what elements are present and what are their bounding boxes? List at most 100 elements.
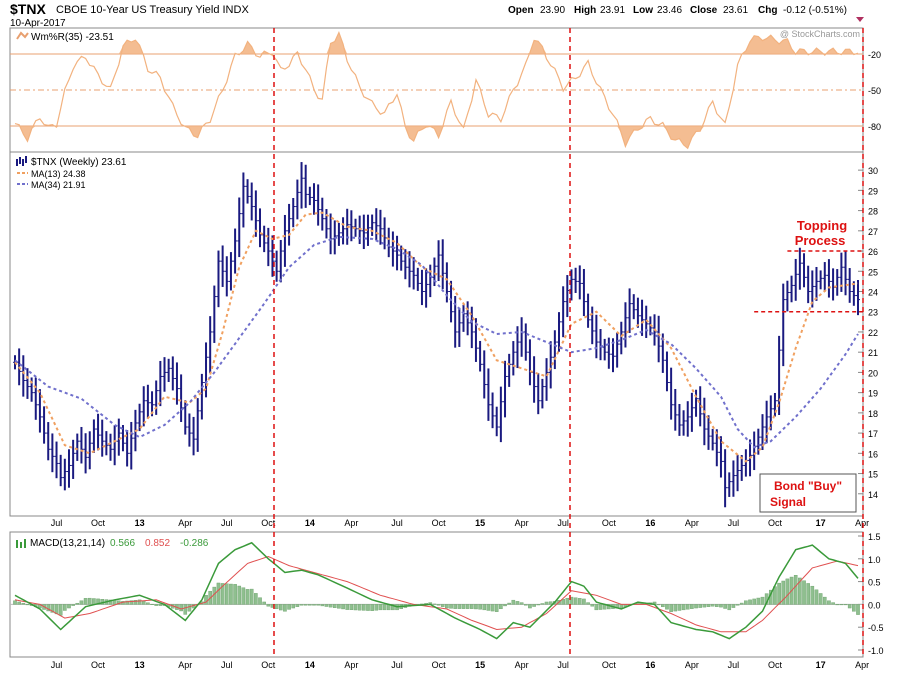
macd-histogram-bar bbox=[366, 604, 370, 611]
price-x-label: 17 bbox=[816, 518, 826, 528]
price-x-label: Apr bbox=[344, 518, 358, 528]
macd-histogram-bar bbox=[303, 604, 308, 606]
macd-y-label: -1.0 bbox=[868, 646, 884, 656]
macd-histogram-bar bbox=[391, 604, 395, 611]
macd-y-label: 1.5 bbox=[868, 532, 881, 542]
macd-histogram-bar bbox=[262, 601, 266, 605]
macd-x-label: Oct bbox=[91, 660, 106, 670]
macd-histogram-bar bbox=[254, 593, 258, 605]
macd-histogram-bar bbox=[523, 604, 528, 606]
price-y-label: 15 bbox=[868, 470, 878, 480]
macd-histogram-bar bbox=[798, 577, 802, 605]
macd-histogram-bar bbox=[598, 604, 603, 610]
macd-histogram-bar bbox=[810, 585, 815, 605]
macd-histogram-bar bbox=[266, 604, 271, 607]
wmr-overbought-fill bbox=[15, 32, 858, 54]
macd-histogram-bar bbox=[702, 604, 707, 608]
macd-x-label: 14 bbox=[305, 660, 315, 670]
macd-histogram-bar bbox=[665, 604, 669, 610]
macd-histogram-bar bbox=[739, 602, 744, 605]
macd-x-label: Apr bbox=[344, 660, 358, 670]
macd-histogram-bar bbox=[835, 604, 840, 606]
macd-histogram-bar bbox=[690, 604, 694, 609]
macd-histogram-bar bbox=[852, 604, 856, 612]
signal-value: 0.852 bbox=[145, 538, 170, 549]
macd-histogram-bar bbox=[569, 596, 574, 605]
macd-histogram-bar bbox=[756, 597, 761, 605]
macd-y-label: -0.5 bbox=[868, 623, 884, 633]
macd-histogram-bar bbox=[748, 599, 752, 605]
macd-histogram-bar bbox=[536, 604, 541, 606]
topping-annotation-line1: Topping bbox=[797, 218, 847, 233]
macd-histogram-bar bbox=[698, 604, 702, 608]
price-y-label: 18 bbox=[868, 409, 878, 419]
macd-histogram-bar bbox=[619, 604, 624, 609]
macd-histogram-bar bbox=[125, 600, 129, 605]
macd-histogram-bar bbox=[661, 604, 665, 608]
watermark: @ StockCharts.com bbox=[780, 29, 860, 39]
macd-histogram-bar bbox=[362, 604, 366, 611]
macd-histogram-bar bbox=[13, 600, 17, 605]
macd-histogram-bar bbox=[793, 575, 798, 605]
chg-value: -0.12 (-0.51%) bbox=[783, 5, 847, 16]
macd-histogram-bar bbox=[287, 604, 291, 610]
macd-histogram-bar bbox=[332, 604, 337, 608]
topping-annotation-line2: Process bbox=[795, 233, 846, 248]
macd-histogram-bar bbox=[295, 604, 300, 607]
price-y-label: 21 bbox=[868, 348, 878, 358]
macd-x-label: Apr bbox=[515, 660, 529, 670]
macd-histogram-bar bbox=[777, 582, 781, 605]
histogram-value: -0.286 bbox=[180, 538, 209, 549]
price-y-label: 28 bbox=[868, 207, 878, 217]
index-name: CBOE 10-Year US Treasury Yield INDX bbox=[56, 4, 249, 16]
macd-histogram-bar bbox=[677, 604, 682, 611]
price-x-label: Jul bbox=[221, 518, 233, 528]
macd-histogram-bar bbox=[461, 604, 466, 609]
macd-histogram-bar bbox=[324, 604, 329, 607]
macd-histogram-bar bbox=[507, 602, 511, 605]
bond-signal-box bbox=[759, 473, 857, 513]
price-y-label: 20 bbox=[868, 368, 878, 378]
macd-histogram-bar bbox=[299, 604, 304, 606]
macd-histogram-bar bbox=[839, 604, 844, 606]
macd-histogram-bar bbox=[337, 604, 341, 609]
macd-histogram-bar bbox=[445, 604, 449, 609]
macd-histogram-bar bbox=[818, 593, 823, 605]
macd-x-label: Apr bbox=[178, 660, 192, 670]
macd-histogram-bar bbox=[669, 604, 673, 612]
low-label: Low bbox=[633, 5, 653, 16]
macd-panel bbox=[9, 531, 864, 658]
macd-histogram-bar bbox=[847, 604, 852, 609]
macd-histogram-bar bbox=[856, 604, 860, 615]
price-x-label: Jul bbox=[51, 518, 63, 528]
macd-histogram-bar bbox=[83, 598, 88, 605]
macd-histogram-bar bbox=[308, 604, 312, 606]
price-x-label: Apr bbox=[855, 518, 869, 528]
macd-histogram-bar bbox=[349, 604, 354, 611]
price-x-label: 16 bbox=[645, 518, 655, 528]
price-y-label: 19 bbox=[868, 389, 878, 399]
wmr-oversold-fill bbox=[15, 126, 858, 149]
macd-histogram-bar bbox=[382, 604, 387, 611]
macd-histogram-bar bbox=[220, 583, 225, 605]
price-y-label: 27 bbox=[868, 227, 878, 237]
macd-histogram-bar bbox=[137, 599, 142, 605]
price-x-label: Oct bbox=[91, 518, 106, 528]
macd-histogram-bar bbox=[482, 604, 487, 611]
price-x-label: 15 bbox=[475, 518, 485, 528]
macd-x-label: Jul bbox=[391, 660, 403, 670]
macd-histogram-bar bbox=[71, 604, 75, 606]
price-x-label: Jul bbox=[557, 518, 569, 528]
wmr-line bbox=[14, 31, 859, 150]
macd-histogram-bar bbox=[229, 583, 233, 605]
macd-histogram-bar bbox=[781, 580, 786, 605]
macd-histogram-bar bbox=[92, 598, 96, 605]
macd-x-label: Oct bbox=[261, 660, 276, 670]
macd-histogram-bar bbox=[237, 585, 242, 605]
bond-annotation-line1: Bond "Buy" bbox=[774, 479, 842, 493]
price-y-label: 14 bbox=[868, 490, 878, 500]
wmr-legend: Wm%R(35) -23.51 bbox=[31, 32, 114, 43]
macd-histogram-bar bbox=[719, 604, 723, 608]
macd-line bbox=[14, 541, 859, 640]
